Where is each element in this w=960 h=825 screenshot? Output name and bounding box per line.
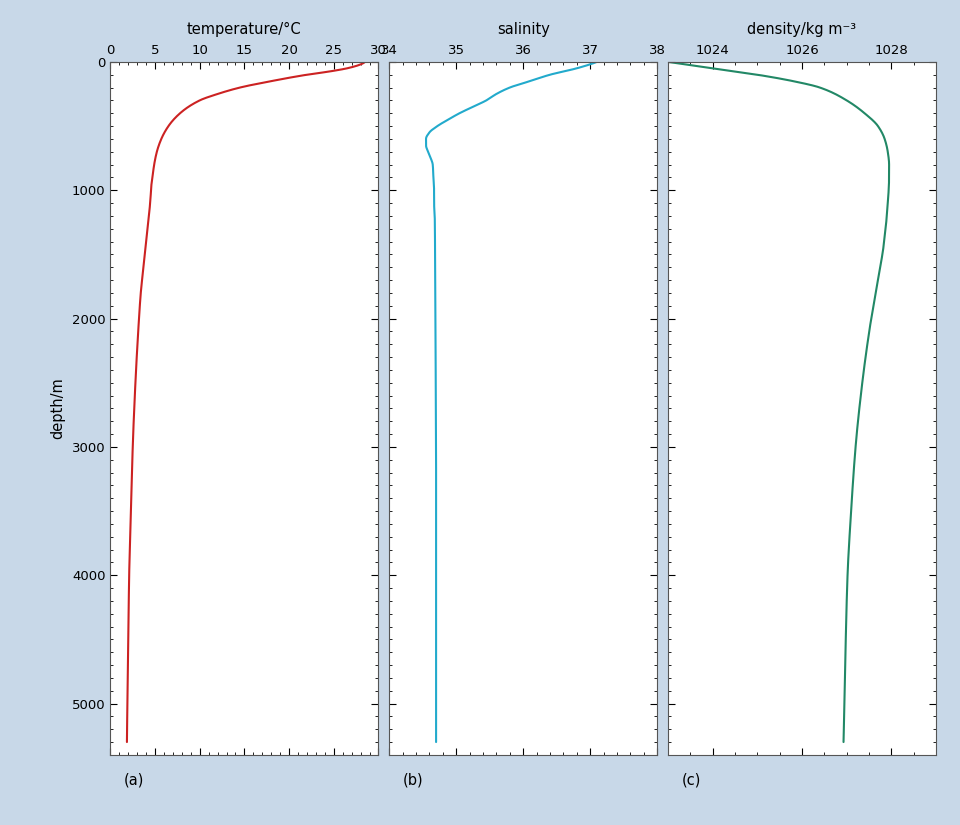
Y-axis label: depth/m: depth/m bbox=[50, 378, 65, 439]
Title: density/kg m⁻³: density/kg m⁻³ bbox=[748, 22, 856, 37]
Title: salinity: salinity bbox=[496, 22, 550, 37]
Text: (a): (a) bbox=[124, 772, 144, 787]
Text: (b): (b) bbox=[402, 772, 423, 787]
Title: temperature/°C: temperature/°C bbox=[187, 22, 301, 37]
Text: (c): (c) bbox=[682, 772, 701, 787]
